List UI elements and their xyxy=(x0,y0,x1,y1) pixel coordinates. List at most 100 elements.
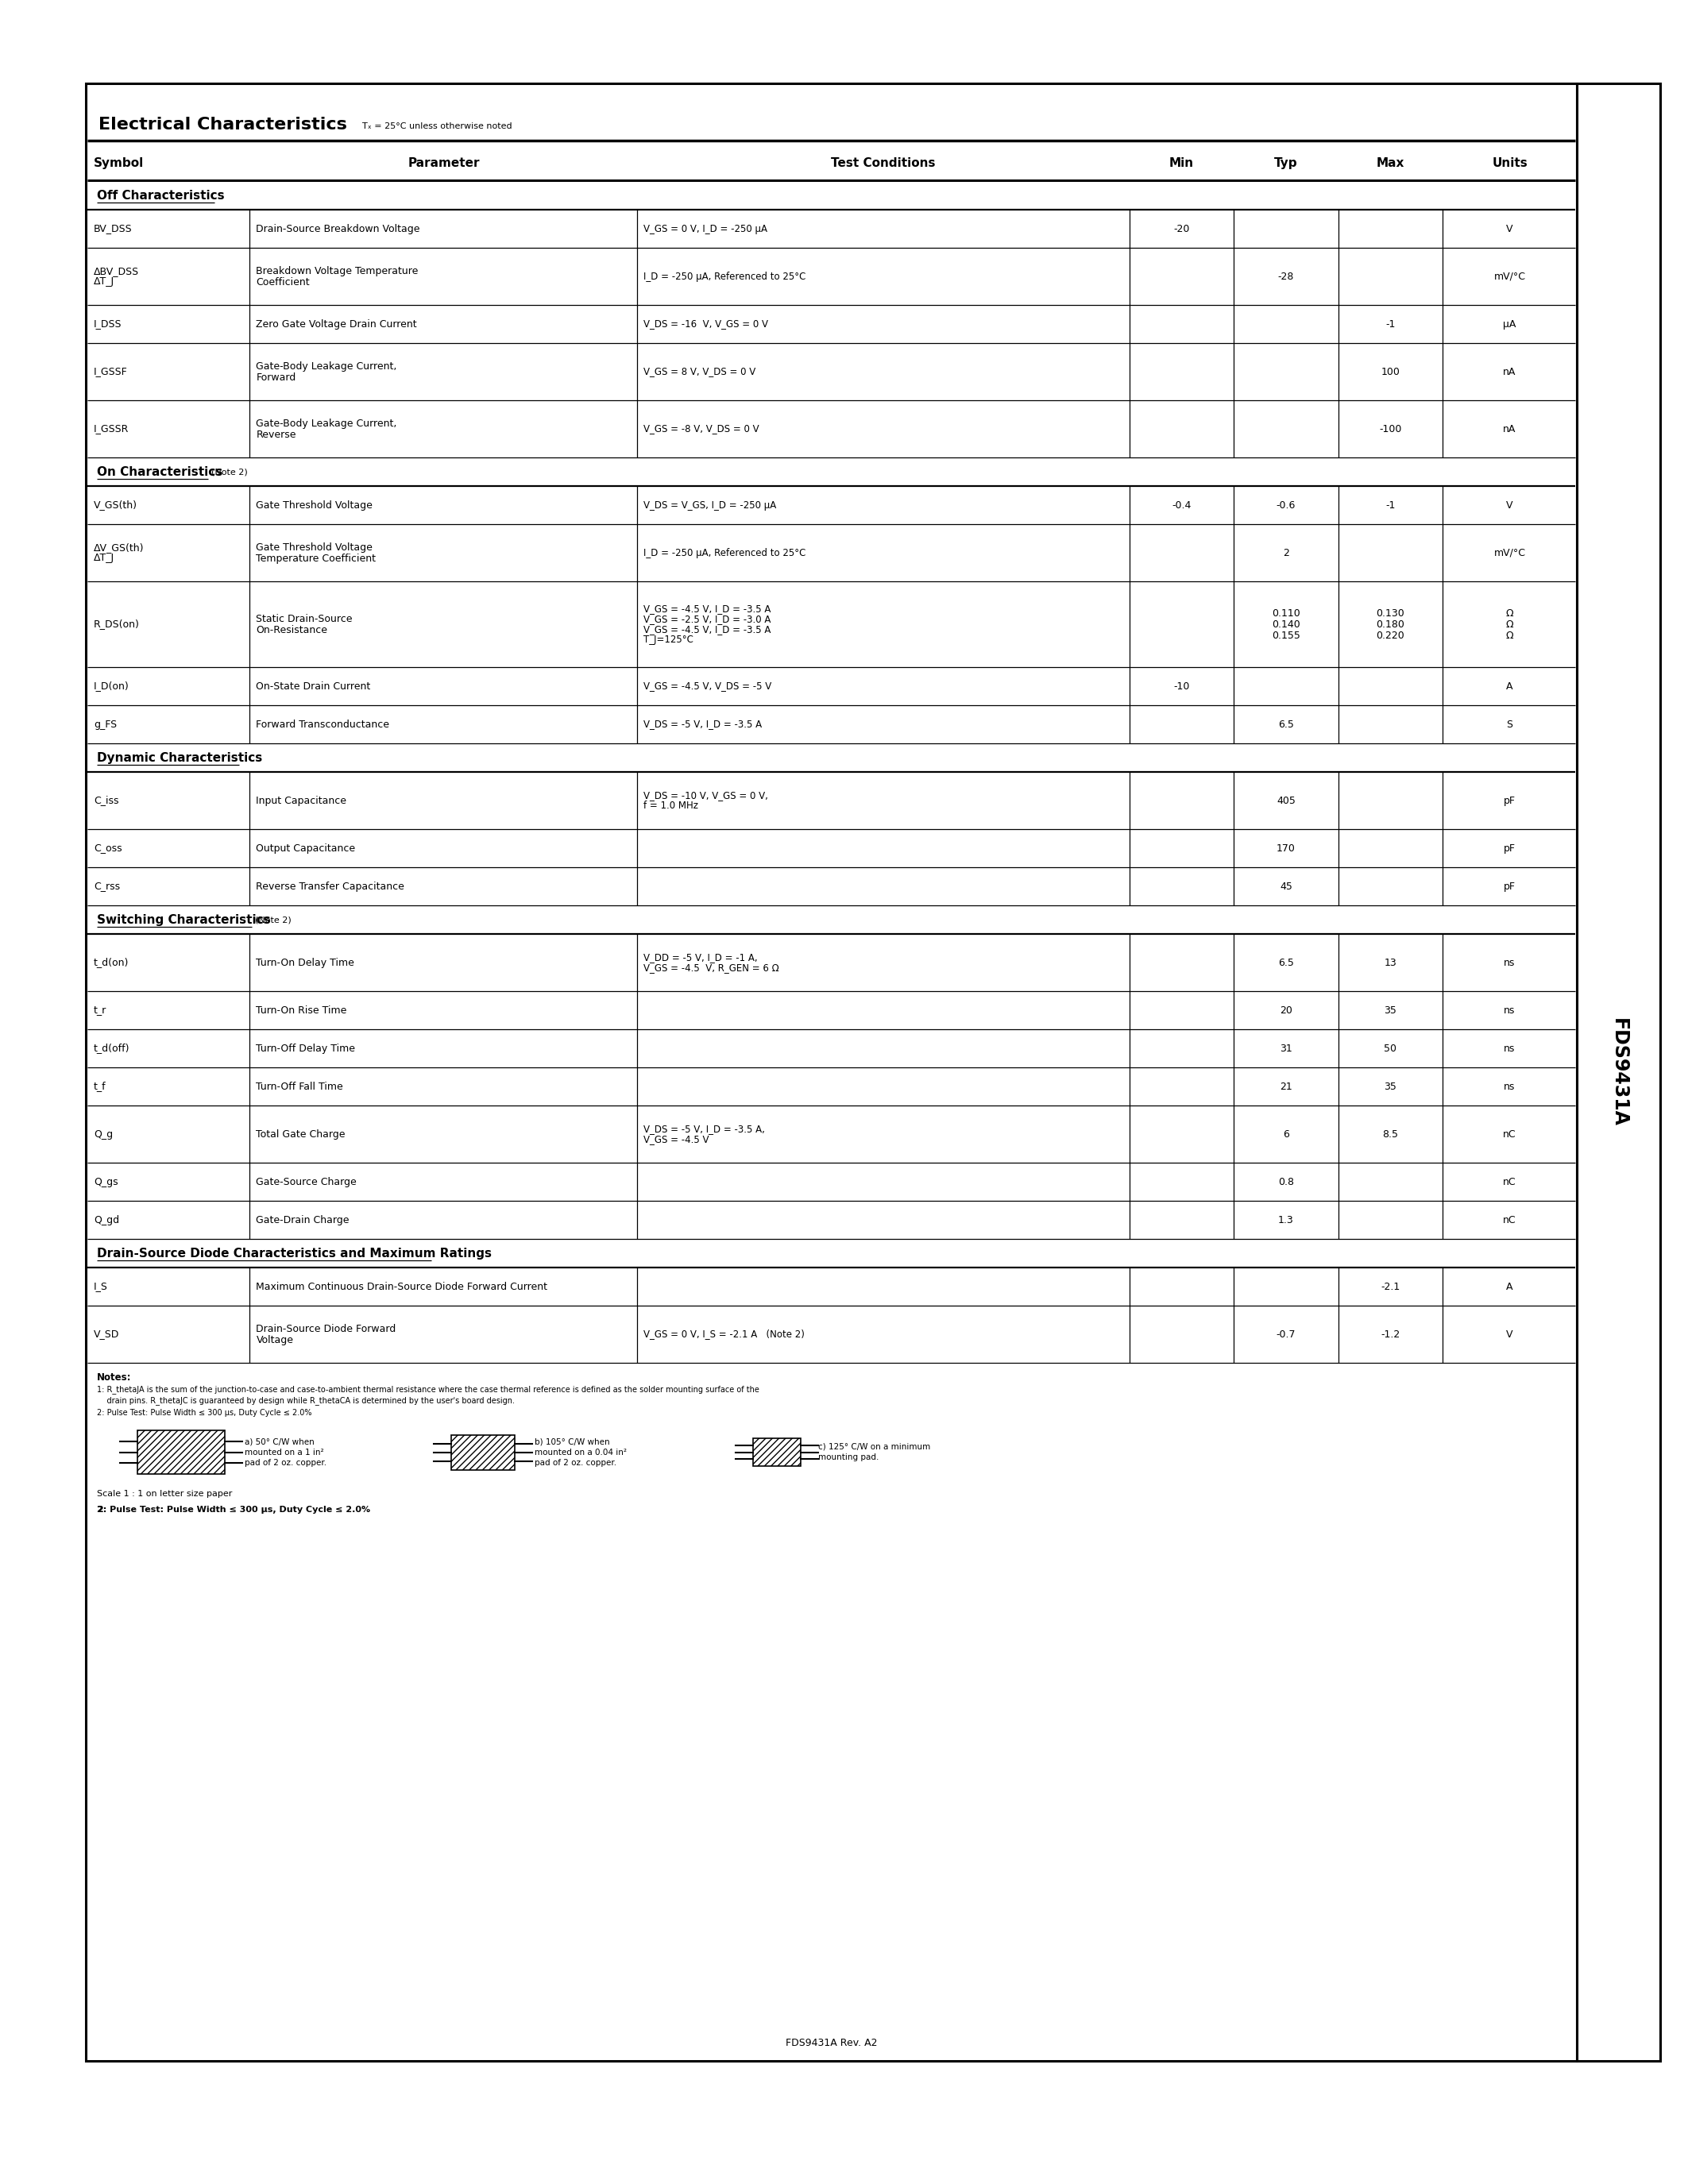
Text: Q_g: Q_g xyxy=(95,1129,113,1140)
Text: R_DS(on): R_DS(on) xyxy=(95,618,140,629)
Text: Reverse: Reverse xyxy=(257,430,297,439)
Text: ns: ns xyxy=(1504,1044,1516,1053)
Text: 170: 170 xyxy=(1276,843,1295,854)
Text: 0.8: 0.8 xyxy=(1278,1177,1295,1186)
Text: V_GS = 0 V, I_S = -2.1 A   (Note 2): V_GS = 0 V, I_S = -2.1 A (Note 2) xyxy=(643,1330,805,1339)
Text: -2.1: -2.1 xyxy=(1381,1282,1399,1291)
Text: Switching Characteristics: Switching Characteristics xyxy=(96,913,270,926)
Text: Forward: Forward xyxy=(257,371,295,382)
Text: V: V xyxy=(1506,500,1512,511)
Text: Dynamic Characteristics: Dynamic Characteristics xyxy=(96,751,262,764)
Text: C_rss: C_rss xyxy=(95,880,120,891)
Text: pF: pF xyxy=(1504,880,1516,891)
Text: 8.5: 8.5 xyxy=(1382,1129,1398,1140)
Text: V_GS = -8 V, V_DS = 0 V: V_GS = -8 V, V_DS = 0 V xyxy=(643,424,760,435)
Text: Q_gd: Q_gd xyxy=(95,1214,120,1225)
Text: Ω: Ω xyxy=(1506,618,1514,629)
Text: V_GS = 8 V, V_DS = 0 V: V_GS = 8 V, V_DS = 0 V xyxy=(643,367,756,378)
Text: ΔT_J: ΔT_J xyxy=(95,553,115,563)
Text: Ω: Ω xyxy=(1506,631,1514,640)
Text: t_r: t_r xyxy=(95,1005,106,1016)
Text: nC: nC xyxy=(1502,1129,1516,1140)
Text: BV_DSS: BV_DSS xyxy=(95,223,132,234)
Text: FDS9431A: FDS9431A xyxy=(1609,1018,1627,1127)
Text: On-Resistance: On-Resistance xyxy=(257,625,327,636)
Text: Tₓ = 25°C unless otherwise noted: Tₓ = 25°C unless otherwise noted xyxy=(363,122,511,131)
Text: Symbol: Symbol xyxy=(95,157,143,168)
Text: Off Characteristics: Off Characteristics xyxy=(96,190,225,201)
Text: Drain-Source Diode Characteristics and Maximum Ratings: Drain-Source Diode Characteristics and M… xyxy=(96,1247,491,1260)
Text: 6: 6 xyxy=(1283,1129,1290,1140)
Text: g_FS: g_FS xyxy=(95,719,116,729)
Text: Breakdown Voltage Temperature: Breakdown Voltage Temperature xyxy=(257,266,419,275)
Text: -28: -28 xyxy=(1278,271,1295,282)
Text: V_GS = -4.5 V, I_D = -3.5 A: V_GS = -4.5 V, I_D = -3.5 A xyxy=(643,603,771,614)
Text: V_DS = -5 V, I_D = -3.5 A,: V_DS = -5 V, I_D = -3.5 A, xyxy=(643,1125,765,1133)
Text: 6.5: 6.5 xyxy=(1278,957,1295,968)
Text: ns: ns xyxy=(1504,957,1516,968)
Text: Drain-Source Diode Forward: Drain-Source Diode Forward xyxy=(257,1324,397,1334)
Text: V: V xyxy=(1506,1330,1512,1339)
Text: μA: μA xyxy=(1504,319,1516,330)
Text: 405: 405 xyxy=(1276,795,1295,806)
Text: Gate Threshold Voltage: Gate Threshold Voltage xyxy=(257,500,373,511)
Text: 35: 35 xyxy=(1384,1081,1396,1092)
Text: 0.180: 0.180 xyxy=(1376,618,1404,629)
Text: 0.220: 0.220 xyxy=(1376,631,1404,640)
Text: t_f: t_f xyxy=(95,1081,106,1092)
Text: 2: Pulse Test: Pulse Width ≤ 300 μs, Duty Cycle ≤ 2.0%: 2: Pulse Test: Pulse Width ≤ 300 μs, Dut… xyxy=(96,1505,370,1514)
Text: I_D(on): I_D(on) xyxy=(95,681,130,692)
Text: -0.7: -0.7 xyxy=(1276,1330,1296,1339)
Text: Parameter: Parameter xyxy=(408,157,479,168)
Text: f = 1.0 MHz: f = 1.0 MHz xyxy=(643,802,699,810)
Text: Static Drain-Source: Static Drain-Source xyxy=(257,614,353,625)
Text: ΔBV_DSS: ΔBV_DSS xyxy=(95,266,138,277)
Text: Total Gate Charge: Total Gate Charge xyxy=(257,1129,346,1140)
Text: Typ: Typ xyxy=(1274,157,1298,168)
Text: mV/°C: mV/°C xyxy=(1494,271,1526,282)
Text: On-State Drain Current: On-State Drain Current xyxy=(257,681,371,692)
Text: a) 50° C/W when
mounted on a 1 in²
pad of 2 oz. copper.: a) 50° C/W when mounted on a 1 in² pad o… xyxy=(245,1437,326,1468)
Text: 13: 13 xyxy=(1384,957,1396,968)
Text: Voltage: Voltage xyxy=(257,1334,294,1345)
Text: Output Capacitance: Output Capacitance xyxy=(257,843,356,854)
Text: C_oss: C_oss xyxy=(95,843,122,854)
Text: 0.140: 0.140 xyxy=(1271,618,1300,629)
Text: 2: Pulse Test: Pulse Width ≤ 300 μs, Duty Cycle ≤ 2.0%: 2: Pulse Test: Pulse Width ≤ 300 μs, Dut… xyxy=(96,1409,312,1417)
Text: ns: ns xyxy=(1504,1005,1516,1016)
Text: -0.4: -0.4 xyxy=(1171,500,1192,511)
Text: 1: R_thetaJA is the sum of the junction-to-case and case-to-ambient thermal resi: 1: R_thetaJA is the sum of the junction-… xyxy=(96,1385,760,1393)
Text: pF: pF xyxy=(1504,795,1516,806)
Text: V_GS = -4.5 V, I_D = -3.5 A: V_GS = -4.5 V, I_D = -3.5 A xyxy=(643,625,771,636)
Text: Temperature Coefficient: Temperature Coefficient xyxy=(257,553,376,563)
Text: I_D = -250 μA, Referenced to 25°C: I_D = -250 μA, Referenced to 25°C xyxy=(643,548,807,557)
Text: Gate Threshold Voltage: Gate Threshold Voltage xyxy=(257,542,373,553)
Text: ΔV_GS(th): ΔV_GS(th) xyxy=(95,542,143,553)
Text: V_GS = -2.5 V, I_D = -3.0 A: V_GS = -2.5 V, I_D = -3.0 A xyxy=(643,614,771,625)
Text: -10: -10 xyxy=(1173,681,1190,692)
Text: Turn-On Delay Time: Turn-On Delay Time xyxy=(257,957,354,968)
Bar xyxy=(137,1431,225,1474)
Text: I_D = -250 μA, Referenced to 25°C: I_D = -250 μA, Referenced to 25°C xyxy=(643,271,807,282)
Text: Min: Min xyxy=(1170,157,1193,168)
Text: -1: -1 xyxy=(1386,319,1396,330)
Text: (Note 2): (Note 2) xyxy=(255,915,292,924)
Text: 0.155: 0.155 xyxy=(1271,631,1300,640)
Text: ΔT_J: ΔT_J xyxy=(95,277,115,286)
Text: V_DS = -5 V, I_D = -3.5 A: V_DS = -5 V, I_D = -3.5 A xyxy=(643,719,763,729)
Text: c) 125° C/W on a minimum
mounting pad.: c) 125° C/W on a minimum mounting pad. xyxy=(819,1444,930,1461)
Text: V_SD: V_SD xyxy=(95,1330,120,1339)
Text: V_DD = -5 V, I_D = -1 A,: V_DD = -5 V, I_D = -1 A, xyxy=(643,952,758,963)
Text: nA: nA xyxy=(1504,367,1516,378)
Text: V_GS = 0 V, I_D = -250 μA: V_GS = 0 V, I_D = -250 μA xyxy=(643,223,768,234)
Text: Coefficient: Coefficient xyxy=(257,277,311,286)
Text: Input Capacitance: Input Capacitance xyxy=(257,795,346,806)
Text: 0.130: 0.130 xyxy=(1376,607,1404,618)
Text: V_GS(th): V_GS(th) xyxy=(95,500,137,511)
Text: 50: 50 xyxy=(1384,1044,1396,1053)
Text: 6.5: 6.5 xyxy=(1278,719,1295,729)
Text: V_GS = -4.5 V: V_GS = -4.5 V xyxy=(643,1133,709,1144)
Text: ns: ns xyxy=(1504,1081,1516,1092)
Bar xyxy=(451,1435,515,1470)
Text: Notes:: Notes: xyxy=(96,1372,132,1382)
